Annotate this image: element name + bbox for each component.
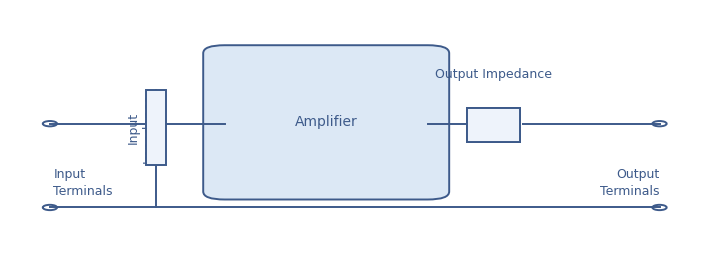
Text: Input
Terminals: Input Terminals bbox=[53, 168, 113, 198]
Bar bbox=[146, 90, 166, 165]
Text: Amplifier: Amplifier bbox=[294, 115, 358, 129]
FancyBboxPatch shape bbox=[203, 45, 449, 200]
Bar bbox=[467, 108, 520, 142]
Text: Output
Terminals: Output Terminals bbox=[600, 168, 660, 198]
Text: Output Impedance: Output Impedance bbox=[435, 68, 553, 81]
Bar bbox=[466, 119, 522, 128]
Text: Input
Impedance: Input Impedance bbox=[126, 93, 155, 163]
